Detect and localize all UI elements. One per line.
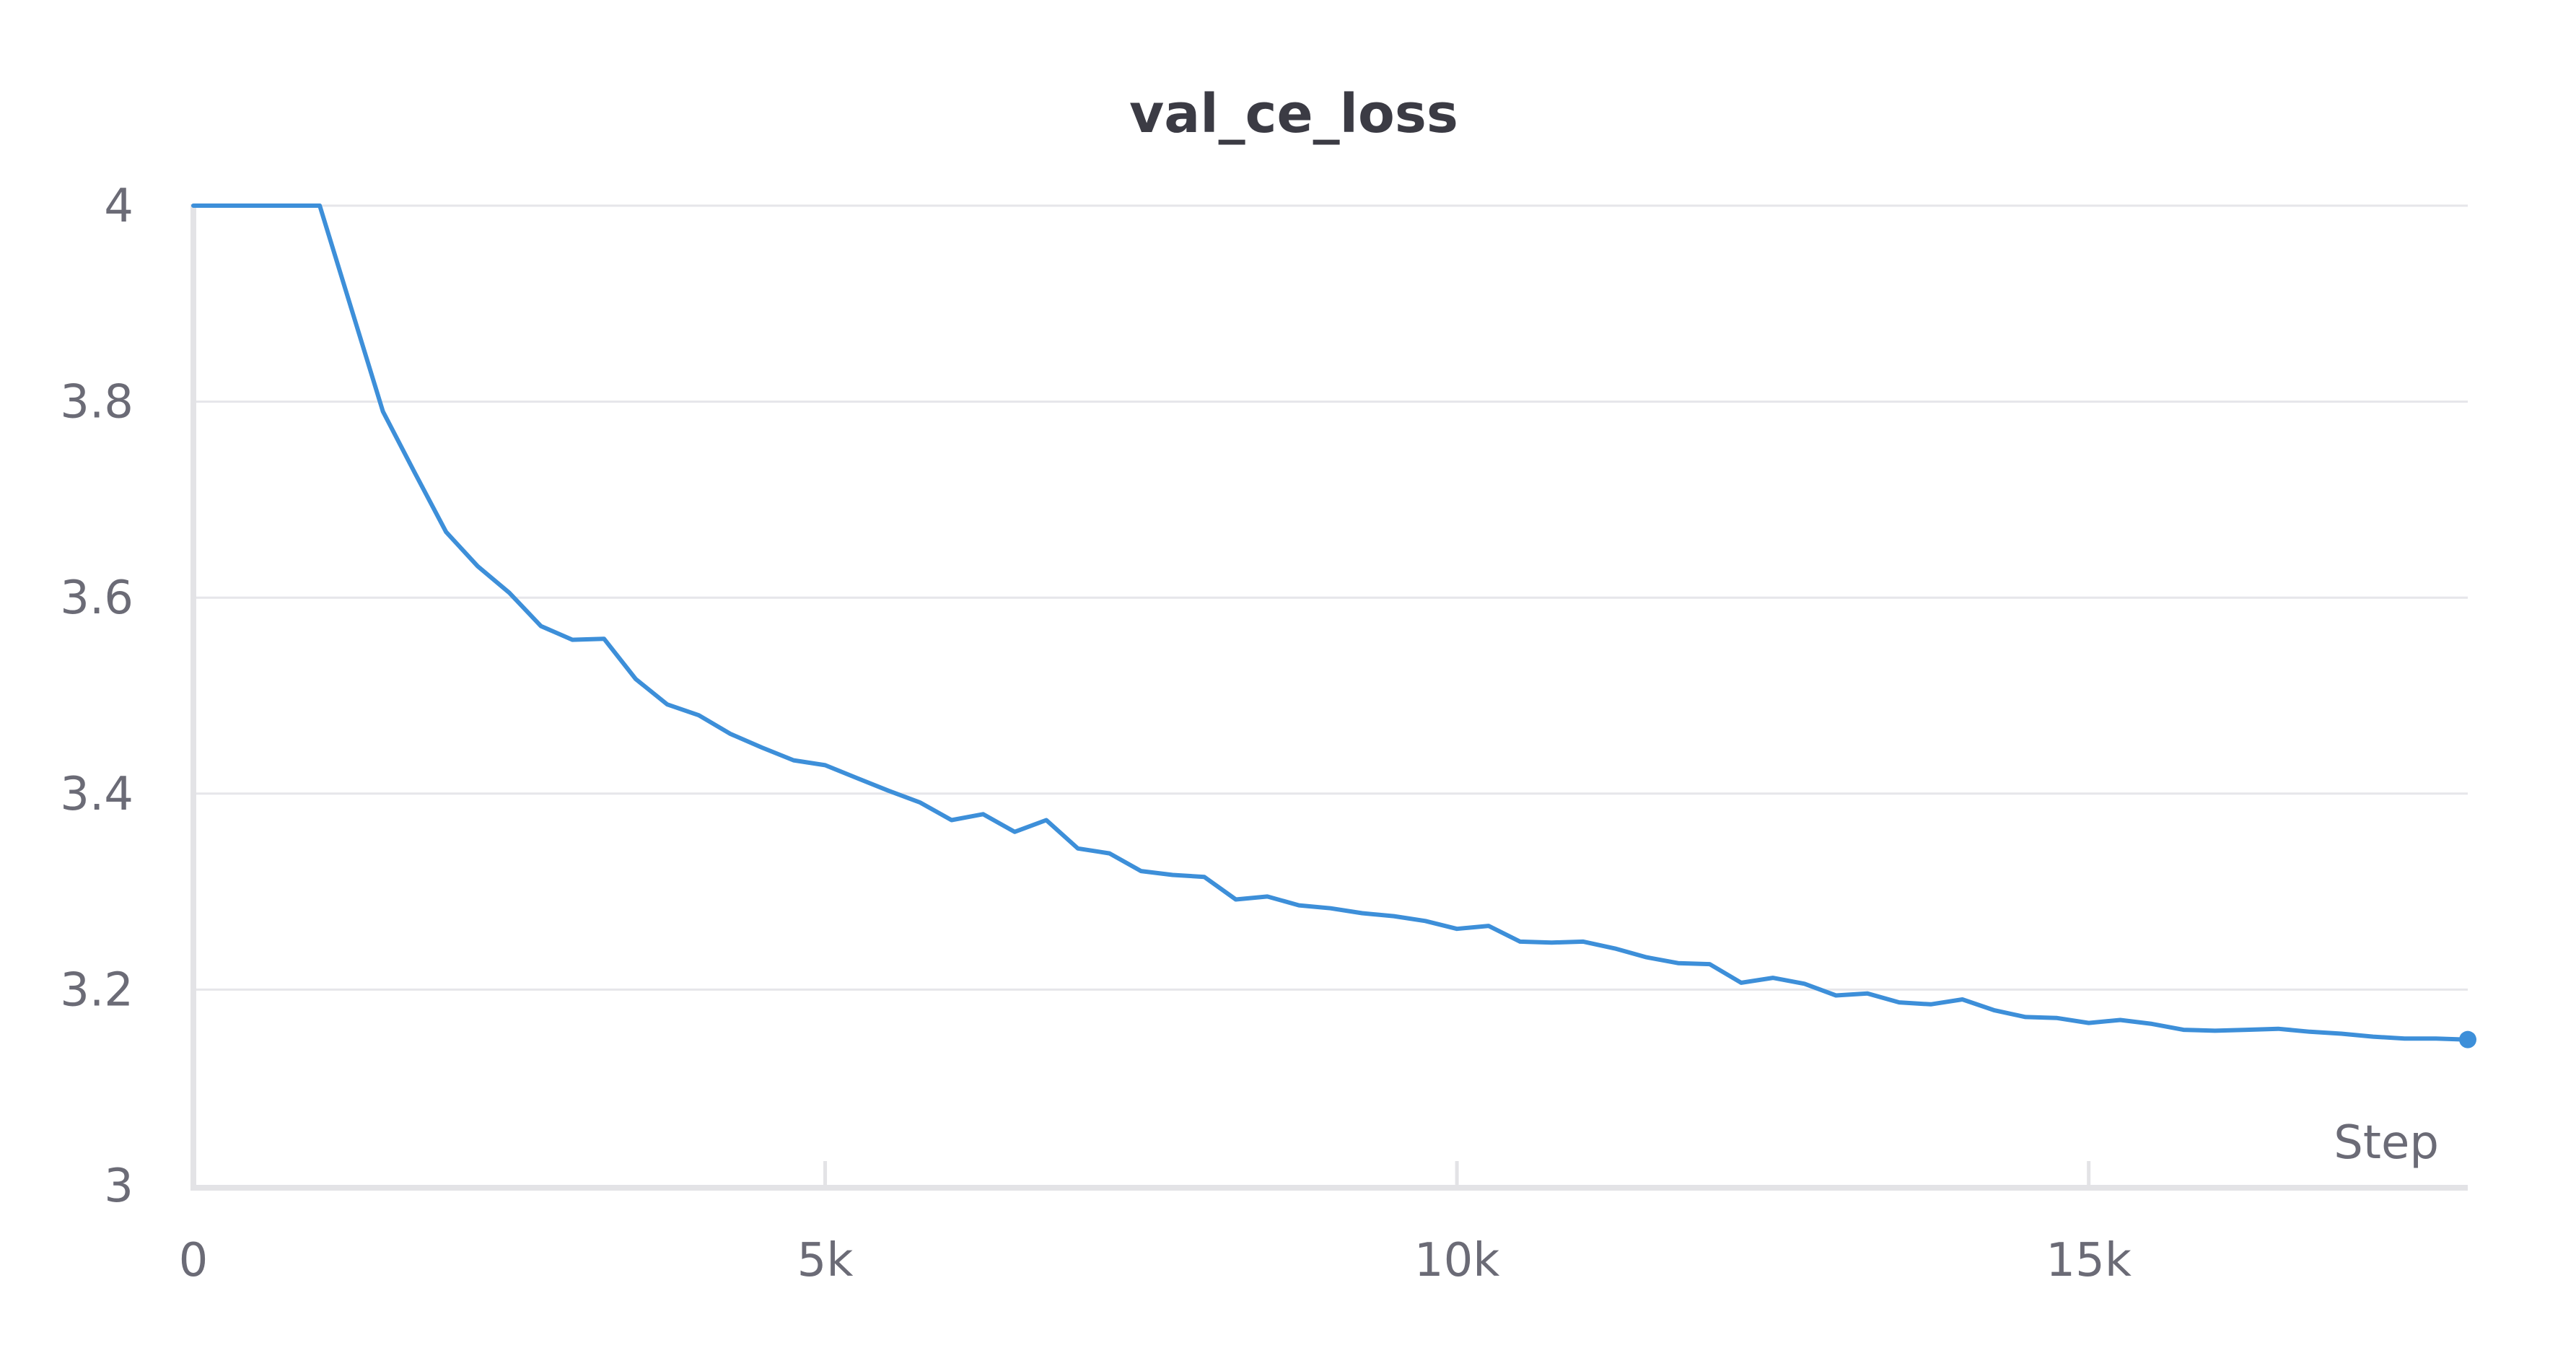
grid-lines — [193, 204, 2468, 991]
series-end-point — [2459, 1030, 2476, 1048]
y-tick-label: 3.8 — [60, 376, 133, 429]
x-tick-label: 10k — [1414, 1234, 1500, 1287]
series-layer — [191, 203, 2476, 1048]
axes — [190, 204, 2468, 1191]
x-axis-ticks: 0 5k 10k 15k — [179, 1161, 2132, 1287]
y-tick-label: 3.4 — [60, 768, 133, 821]
x-tick-label: 0 — [179, 1234, 209, 1287]
x-axis-label: Step — [2334, 1116, 2439, 1170]
y-tick-label: 3.6 — [60, 572, 133, 625]
y-tick-label: 3.2 — [60, 963, 133, 1017]
y-axis-ticks: 3 3.2 3.4 3.6 3.8 4 — [60, 180, 133, 1213]
chart-title: val_ce_loss — [1129, 83, 1458, 145]
x-tick-label: 15k — [2046, 1234, 2132, 1287]
y-tick-label: 3 — [104, 1160, 133, 1213]
x-tick-label: 5k — [797, 1234, 854, 1287]
series-line — [191, 203, 2470, 1042]
y-tick-label: 4 — [104, 180, 133, 233]
